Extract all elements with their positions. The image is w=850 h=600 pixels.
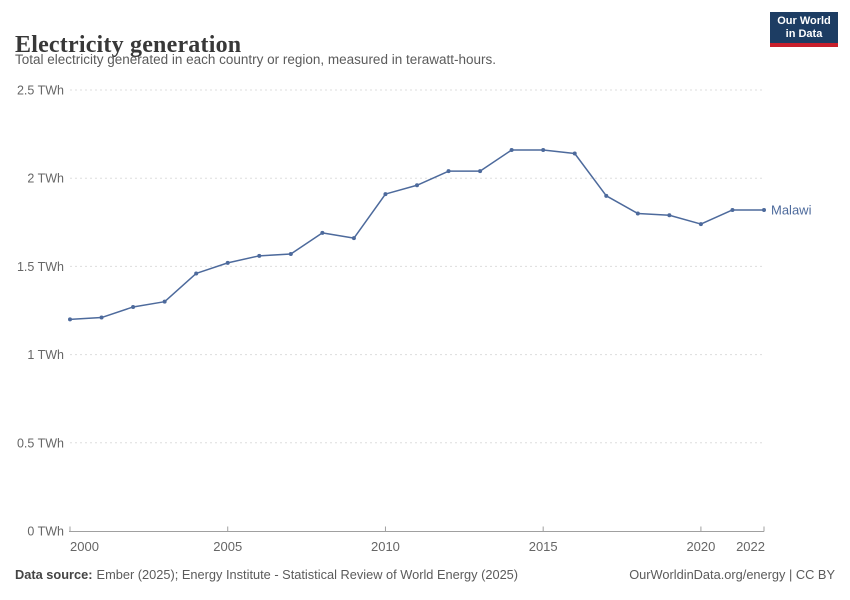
y-axis-tick-label: 1.5 TWh (17, 260, 64, 274)
y-axis-tick-label: 2.5 TWh (17, 84, 64, 98)
x-axis-tick-label: 2015 (529, 539, 558, 554)
data-point (478, 169, 483, 174)
data-point (667, 213, 672, 218)
data-source-note: Data source: Ember (2025); Energy Institu… (15, 567, 518, 582)
chart-footer: Data source: Ember (2025); Energy Institu… (15, 567, 835, 582)
data-source-text: Ember (2025); Energy Institute - Statist… (96, 567, 519, 582)
y-axis-tick-label: 0 TWh (27, 525, 64, 539)
data-point (762, 207, 766, 212)
x-axis-tick-label: 2020 (686, 539, 715, 554)
data-point (604, 193, 609, 198)
owid-logo-line1: Our World (777, 15, 831, 27)
data-point (99, 315, 104, 320)
data-point (131, 304, 136, 309)
data-point (572, 151, 577, 156)
y-axis-tick-label: 2 TWh (27, 172, 64, 186)
data-point (225, 260, 230, 265)
credit-link[interactable]: OurWorldinData.org/energy | CC BY (629, 567, 835, 582)
x-axis-tick-label: 2022 (736, 539, 765, 554)
data-point (320, 230, 325, 235)
y-axis-tick-label: 0.5 TWh (17, 436, 64, 450)
data-point (68, 317, 72, 322)
data-point (351, 236, 356, 241)
chart-subtitle: Total electricity generated in each coun… (15, 52, 496, 67)
data-source-label: Data source: (15, 567, 93, 582)
owid-logo-line2: in Data (785, 27, 823, 40)
data-point (257, 253, 262, 258)
x-axis-tick-label: 2005 (213, 539, 242, 554)
data-point (383, 192, 388, 197)
page-title: Electricity generation (15, 32, 242, 59)
owid-logo: Our World in Data (770, 12, 838, 47)
data-point (162, 299, 167, 304)
data-point (541, 147, 546, 152)
series-end-label[interactable]: Malawi (771, 202, 812, 217)
data-point (415, 183, 419, 188)
data-point (730, 207, 735, 212)
data-point (446, 169, 451, 174)
data-point (194, 271, 199, 276)
data-point (635, 211, 640, 216)
data-line (69, 149, 765, 321)
y-axis-tick-label: 1 TWh (27, 348, 64, 362)
x-axis-tick-label: 2010 (371, 539, 400, 554)
data-point (288, 252, 293, 257)
data-point (509, 147, 514, 152)
x-axis-tick-label: 2000 (70, 539, 99, 554)
data-point (698, 222, 703, 227)
